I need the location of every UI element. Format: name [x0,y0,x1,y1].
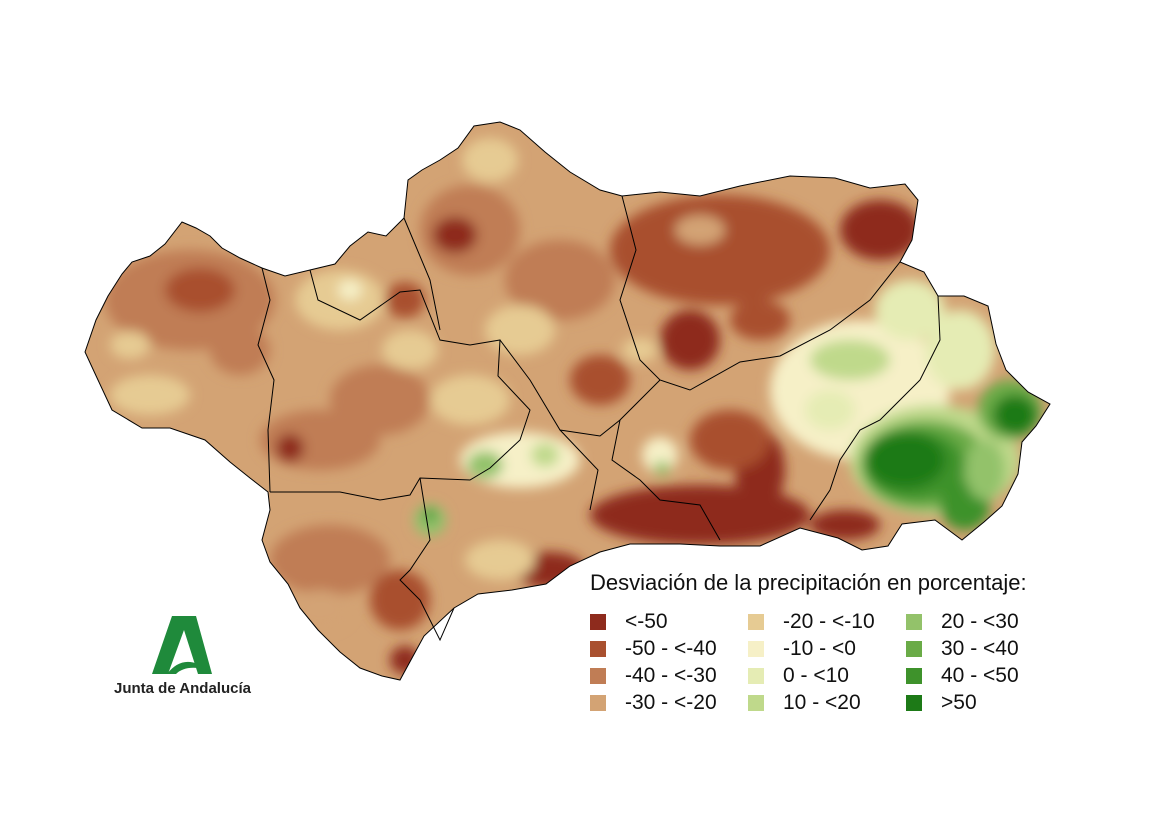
legend-item: 10 - <20 [748,689,906,716]
legend-item: -20 - <-10 [748,608,906,635]
legend-item: -10 - <0 [748,635,906,662]
province-boundaries [257,195,941,642]
legend-item: -40 - <-30 [590,662,748,689]
legend-label: -10 - <0 [783,636,856,660]
legend-label: <-50 [625,609,668,633]
legend-swatch [906,640,922,657]
legend-swatch [590,667,606,684]
legend-label: >50 [941,690,977,714]
legend-swatch [906,613,922,630]
legend-label: -20 - <-10 [783,609,875,633]
legend-item: >50 [906,689,1056,716]
legend: Desviación de la precipitación en porcen… [590,570,1060,716]
legend-item: <-50 [590,608,748,635]
legend-swatch [748,613,764,630]
legend-label: 40 - <50 [941,663,1019,687]
legend-item: -30 - <-20 [590,689,748,716]
legend-swatch [748,667,764,684]
logo-text: Junta de Andalucía [114,680,251,697]
legend-item: 0 - <10 [748,662,906,689]
legend-item: -50 - <-40 [590,635,748,662]
legend-title: Desviación de la precipitación en porcen… [590,570,1027,595]
legend-label: -50 - <-40 [625,636,717,660]
legend-item: 20 - <30 [906,608,1056,635]
legend-label: 10 - <20 [783,690,861,714]
legend-swatch [590,613,606,630]
legend-item: 30 - <40 [906,635,1056,662]
legend-swatch [906,694,922,711]
legend-item: 40 - <50 [906,662,1056,689]
legend-label: 0 - <10 [783,663,849,687]
legend-label: -40 - <-30 [625,663,717,687]
legend-grid: <-50 -50 - <-40 -40 - <-30 -30 - <-20 -20 - … [590,608,1060,716]
legend-swatch [748,694,764,711]
legend-swatch [906,667,922,684]
legend-label: 30 - <40 [941,636,1019,660]
legend-swatch [590,694,606,711]
legend-label: 20 - <30 [941,609,1019,633]
legend-swatch [590,640,606,657]
legend-swatch [748,640,764,657]
junta-de-andalucia-logo-icon [152,616,212,674]
legend-label: -30 - <-20 [625,690,717,714]
